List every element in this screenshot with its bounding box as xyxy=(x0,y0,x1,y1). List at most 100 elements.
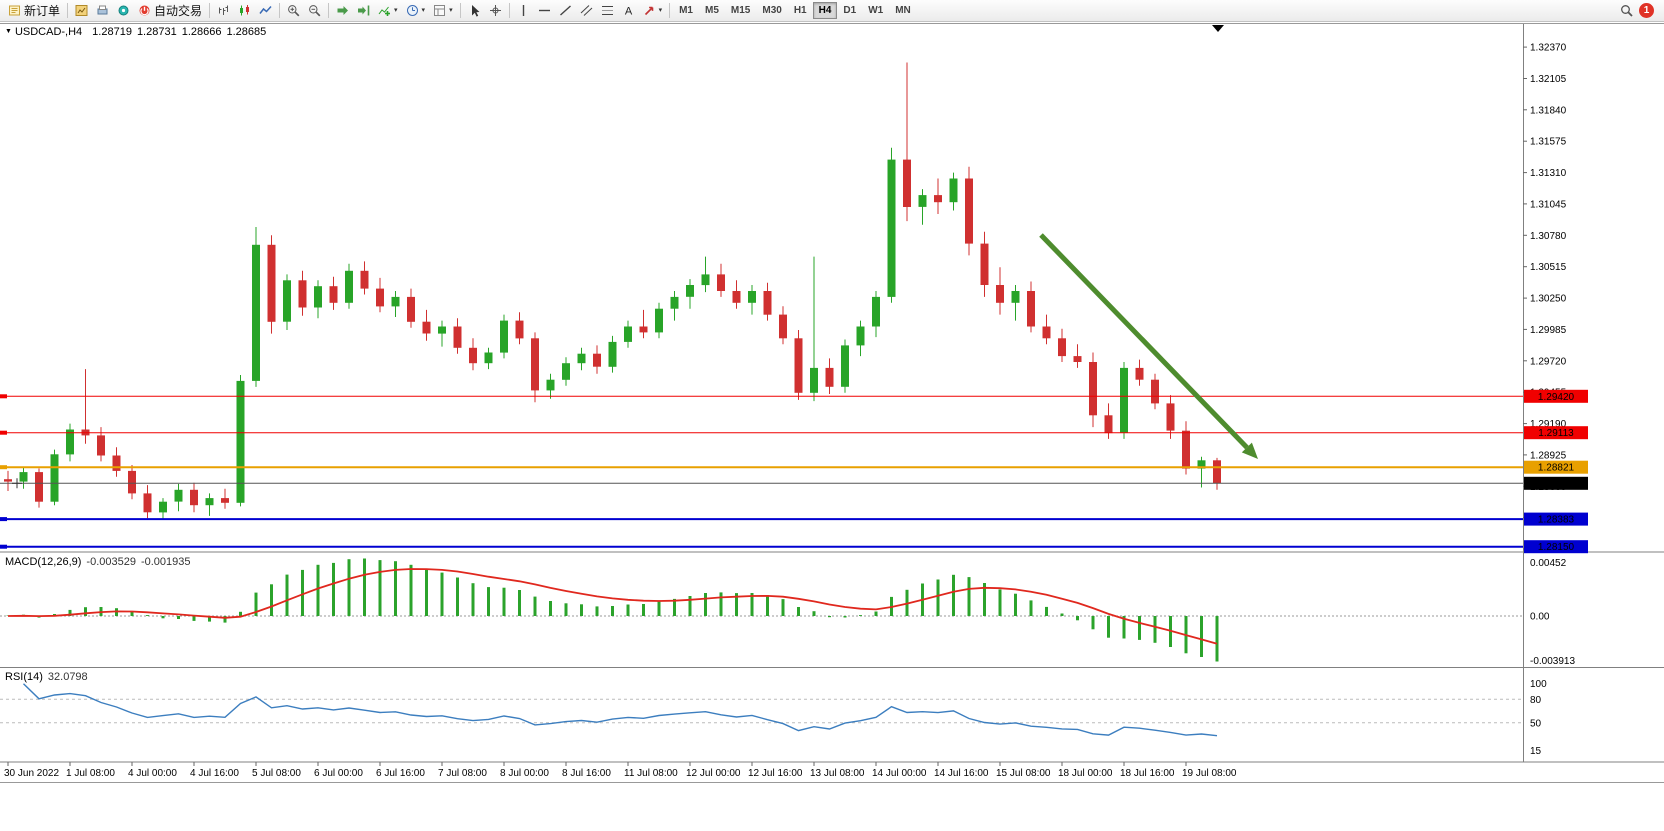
chart-title: ▼ USDCAD-,H4 1.28719 1.28731 1.28666 1.28685 xyxy=(5,26,271,38)
svg-text:12 Jul 16:00: 12 Jul 16:00 xyxy=(748,768,803,779)
vertical-line-icon xyxy=(517,4,530,17)
fibonacci-button[interactable] xyxy=(597,1,618,20)
price-scale[interactable]: 1.32370 1.32105 1.31840 1.31575 1.31310 1.310… xyxy=(1523,43,1588,556)
indicators-button[interactable]: ▾ xyxy=(374,1,402,20)
macd-indicator-name: MACD(12,26,9) xyxy=(5,556,82,568)
alerts-icon xyxy=(117,4,130,17)
new-order-icon xyxy=(8,4,21,17)
svg-text:80: 80 xyxy=(1530,695,1542,706)
timeframe-w1-button[interactable]: W1 xyxy=(862,2,889,19)
timeframe-m1-button[interactable]: M1 xyxy=(673,2,699,19)
support-line-1[interactable] xyxy=(0,517,1523,522)
chart-shift-icon xyxy=(357,4,370,17)
trend-arrow[interactable] xyxy=(1039,233,1258,459)
support-line-2[interactable] xyxy=(0,544,1523,549)
chart-window[interactable]: 0.00452 0.00 -0.003913 100 80 50 15 1.32370 1.32… xyxy=(0,22,1664,831)
macd-signal-value: -0.001935 xyxy=(140,556,191,568)
toolbar-separator xyxy=(459,3,461,18)
trendline-icon xyxy=(559,4,572,17)
svg-text:1.29190: 1.29190 xyxy=(1530,419,1567,430)
svg-text:1.28685: 1.28685 xyxy=(1538,479,1575,490)
svg-text:8 Jul 16:00: 8 Jul 16:00 xyxy=(562,768,611,779)
periods-button[interactable]: ▾ xyxy=(402,1,430,20)
line-mode-button[interactable] xyxy=(255,1,276,20)
svg-text:1.30780: 1.30780 xyxy=(1530,231,1567,242)
text-icon: A xyxy=(622,4,635,18)
svg-text:18 Jul 00:00: 18 Jul 00:00 xyxy=(1058,768,1113,779)
timeframe-m5-button[interactable]: M5 xyxy=(699,2,725,19)
new-order-button[interactable]: 新订单 xyxy=(4,1,64,20)
chart-high-value: 1.28731 xyxy=(136,26,177,38)
svg-text:1.31045: 1.31045 xyxy=(1530,199,1567,210)
charts-icon xyxy=(75,4,88,17)
crosshair-button[interactable] xyxy=(485,1,506,20)
zoom-out-button[interactable] xyxy=(304,1,325,20)
macd-main-value: -0.003529 xyxy=(86,556,136,568)
svg-text:15 Jul 08:00: 15 Jul 08:00 xyxy=(996,768,1051,779)
print-button[interactable] xyxy=(92,1,113,20)
macd-histogram xyxy=(6,558,1219,662)
svg-text:30 Jun 2022: 30 Jun 2022 xyxy=(4,768,59,779)
macd-pane: 0.00452 0.00 -0.003913 xyxy=(0,558,1575,667)
chart-shift-marker[interactable] xyxy=(1212,25,1224,32)
svg-text:0.00: 0.00 xyxy=(1530,612,1550,623)
zoom-in-button[interactable] xyxy=(283,1,304,20)
channel-button[interactable] xyxy=(576,1,597,20)
cursor-button[interactable] xyxy=(464,1,485,20)
zoom-out-icon xyxy=(308,4,321,17)
svg-text:4 Jul 16:00: 4 Jul 16:00 xyxy=(190,768,239,779)
svg-text:5 Jul 08:00: 5 Jul 08:00 xyxy=(252,768,301,779)
timeframe-d1-button[interactable]: D1 xyxy=(837,2,862,19)
chevron-down-icon: ▾ xyxy=(394,7,398,14)
chart-low-value: 1.28666 xyxy=(181,26,222,38)
charts-button[interactable] xyxy=(71,1,92,20)
timeframe-m15-button[interactable]: M15 xyxy=(725,2,756,19)
auto-trading-button[interactable]: 自动交易 xyxy=(134,1,206,20)
svg-text:8 Jul 00:00: 8 Jul 00:00 xyxy=(500,768,549,779)
svg-text:13 Jul 08:00: 13 Jul 08:00 xyxy=(810,768,865,779)
chart-canvas[interactable]: 0.004520.00-0.0039131008050151.323701.32… xyxy=(0,22,1664,831)
notification-badge[interactable]: 1 xyxy=(1639,3,1654,18)
bars-mode-button[interactable] xyxy=(213,1,234,20)
arrow-head xyxy=(1241,442,1258,459)
timeframe-h4-button[interactable]: H4 xyxy=(812,2,838,19)
svg-text:100: 100 xyxy=(1530,679,1547,690)
toolbar-separator xyxy=(279,3,281,18)
gold-level-line[interactable] xyxy=(0,465,1523,470)
candles-mode-button[interactable] xyxy=(234,1,255,20)
arrows-icon xyxy=(643,4,656,17)
svg-text:1.28383: 1.28383 xyxy=(1538,515,1575,526)
resistance-line-1[interactable] xyxy=(0,394,1523,399)
svg-text:1.31840: 1.31840 xyxy=(1530,105,1567,116)
text-button[interactable]: A xyxy=(618,1,639,20)
search-button[interactable] xyxy=(1616,1,1637,20)
horizontal-line-button[interactable] xyxy=(534,1,555,20)
price-badge: 1.28150 xyxy=(1524,540,1588,554)
auto-scroll-button[interactable] xyxy=(332,1,353,20)
svg-text:1.28925: 1.28925 xyxy=(1530,450,1567,461)
svg-text:1.32105: 1.32105 xyxy=(1530,74,1567,85)
svg-text:1.30250: 1.30250 xyxy=(1530,294,1567,305)
timeframe-m30-button[interactable]: M30 xyxy=(756,2,787,19)
timeframe-h1-button[interactable]: H1 xyxy=(788,2,813,19)
magnifier-icon xyxy=(1620,4,1633,17)
arrows-button[interactable]: ▾ xyxy=(639,1,667,20)
templates-button[interactable]: ▾ xyxy=(429,1,457,20)
trendline-button[interactable] xyxy=(555,1,576,20)
vertical-line-button[interactable] xyxy=(513,1,534,20)
time-axis[interactable]: 30 Jun 2022 1 Jul 08:00 4 Jul 00:00 4 Jul 1… xyxy=(4,762,1237,779)
chart-shift-button[interactable] xyxy=(353,1,374,20)
symbol-dropdown-icon[interactable]: ▼ xyxy=(5,28,12,35)
chevron-down-icon: ▾ xyxy=(658,7,663,14)
price-badge: 1.28821 xyxy=(1524,460,1588,474)
svg-text:1.29985: 1.29985 xyxy=(1530,325,1567,336)
toolbar-separator xyxy=(669,3,671,18)
auto-scroll-icon xyxy=(336,4,349,17)
resistance-line-2[interactable] xyxy=(0,430,1523,435)
templates-icon xyxy=(433,4,446,17)
timeframe-mn-button[interactable]: MN xyxy=(889,2,917,19)
svg-text:1.29420: 1.29420 xyxy=(1538,392,1575,403)
svg-text:-0.003913: -0.003913 xyxy=(1530,656,1575,667)
alerts-button[interactable] xyxy=(113,1,134,20)
svg-text:12 Jul 00:00: 12 Jul 00:00 xyxy=(686,768,741,779)
